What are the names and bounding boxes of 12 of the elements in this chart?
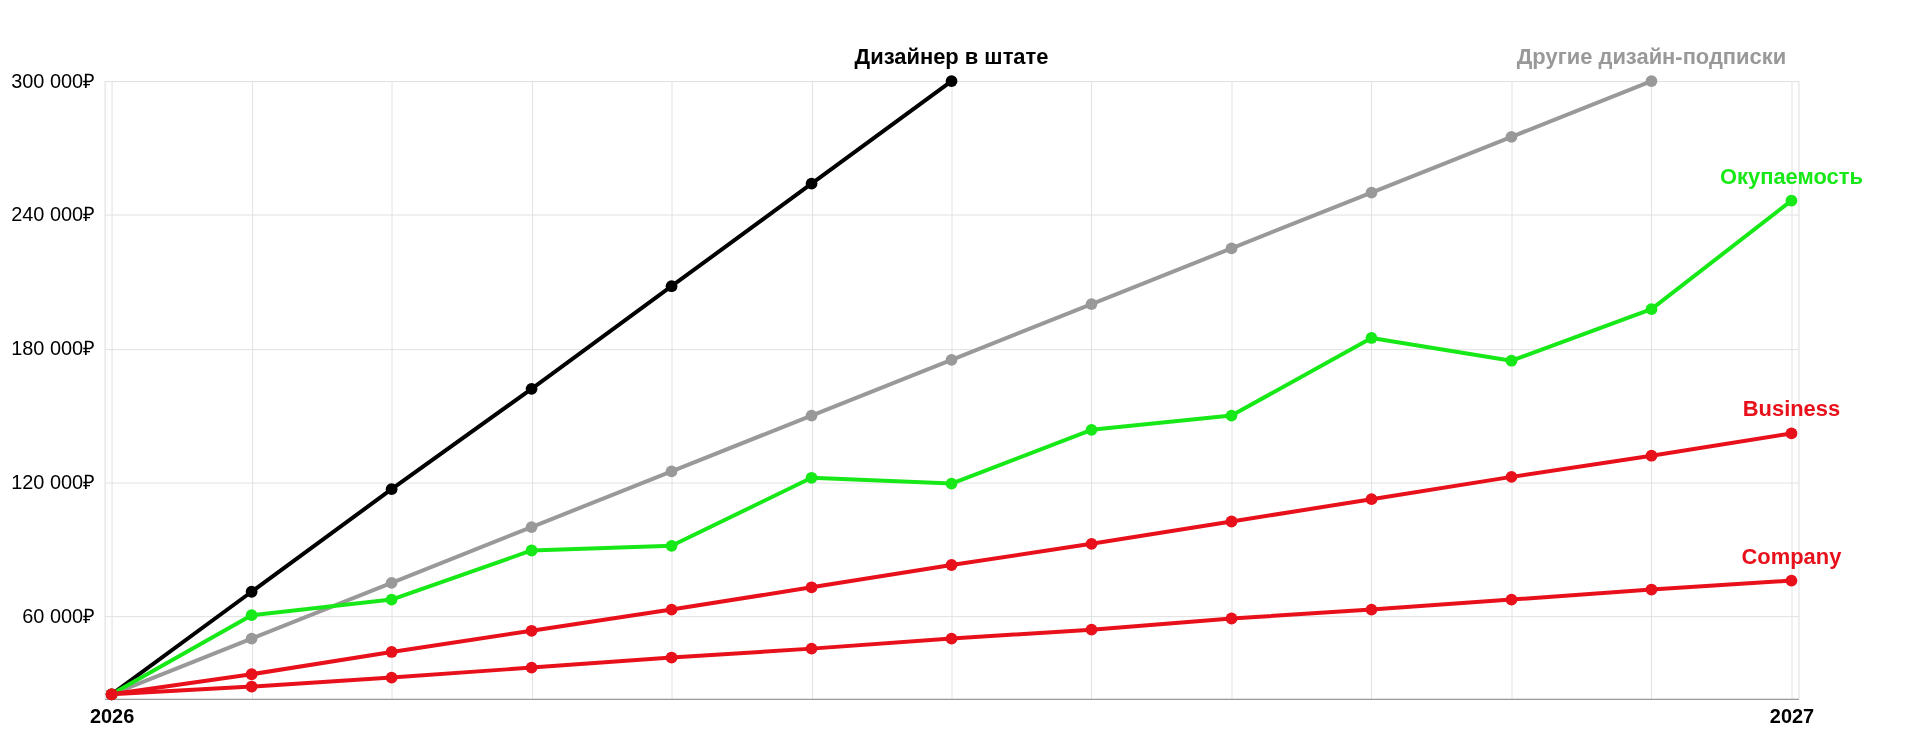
y-tick-label: 300 000₽	[11, 69, 96, 92]
series-label: Окупаемость	[1720, 163, 1863, 189]
series-label: Другие дизайн-подписки	[1516, 44, 1787, 70]
y-tick-label: 180 000₽	[11, 337, 96, 360]
y-tick-label: 120 000₽	[11, 470, 96, 493]
y-tick-label: 60 000₽	[22, 604, 96, 627]
x-tick-label: 2026	[89, 705, 135, 728]
y-tick-label: 240 000₽	[11, 203, 96, 226]
series-label: Дизайнер в штате	[854, 44, 1049, 70]
series-label: Company	[1741, 543, 1843, 569]
x-tick-label: 2027	[1769, 705, 1815, 728]
series-label: Business	[1742, 396, 1841, 422]
